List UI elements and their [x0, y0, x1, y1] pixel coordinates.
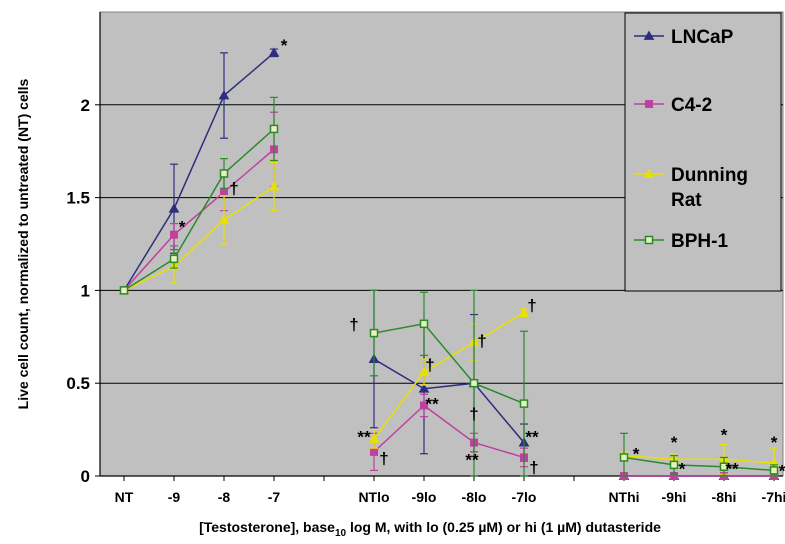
significance-marker: † [527, 296, 536, 315]
data-point [169, 254, 179, 264]
legend-label: Rat [671, 190, 702, 211]
series-bph-1 [119, 96, 779, 477]
data-point [170, 230, 178, 239]
x-axis-title: [Testosterone], base10 log M, with lo (0… [199, 519, 661, 539]
y-tick-label: 0 [81, 467, 90, 486]
significance-marker: † [469, 404, 478, 423]
series-line [373, 322, 525, 405]
data-point [469, 378, 479, 388]
series-line [123, 52, 275, 291]
legend-swatch-marker [645, 100, 653, 108]
x-axis-title-subscript: 10 [335, 528, 347, 539]
x-tick-label: -8hi [712, 489, 737, 505]
x-axis-title-main: [Testosterone], base [199, 519, 335, 535]
x-tick-label: -7hi [762, 489, 785, 505]
series-line [373, 358, 525, 444]
series-line [623, 454, 775, 464]
data-point [218, 214, 230, 224]
x-tick-label: -9 [168, 489, 181, 505]
significance-marker: ** [425, 394, 439, 413]
legend-swatch-marker [643, 30, 655, 40]
data-point [218, 90, 230, 100]
significance-marker: * [671, 433, 678, 452]
data-point [519, 399, 529, 408]
significance-marker: * [281, 36, 288, 55]
x-tick-label: -9hi [662, 489, 687, 505]
significance-marker: ** [725, 460, 739, 479]
legend-item-bph-1: BPH-1 [634, 231, 728, 252]
significance-marker: * [679, 460, 686, 479]
data-point [268, 47, 280, 57]
data-point [220, 188, 228, 197]
series-line [123, 148, 275, 291]
legend-label: BPH-1 [671, 231, 728, 252]
significance-marker: ** [357, 428, 371, 447]
data-point [370, 447, 378, 456]
significance-marker: † [529, 458, 538, 477]
significance-marker: * [179, 218, 186, 237]
legend-item-dunning-rat: Dunning Rat [634, 165, 748, 211]
significance-marker: * [721, 426, 728, 445]
x-tick-label: -7lo [512, 489, 537, 505]
data-point [268, 180, 280, 191]
series-line [373, 404, 525, 459]
x-tick-label: NT [115, 489, 134, 505]
data-point [420, 401, 428, 410]
x-tick-labels: NT -9 -8 -7 NTlo -9lo -8lo -7lo NThi -9hi -8hi -7hi [115, 489, 785, 505]
series-line [123, 185, 275, 292]
x-tick-label: NThi [608, 489, 639, 505]
annotations: **††**††**††**†**†******** [179, 36, 785, 481]
x-tick-label: -8lo [462, 489, 487, 505]
data-point [119, 286, 129, 295]
significance-marker: * [771, 433, 778, 452]
x-tick-label: NTlo [358, 489, 389, 505]
significance-marker: † [425, 355, 434, 374]
legend: LNCaP C4-2 Dunning Rat BPH-1 [624, 12, 782, 292]
y-axis-title: Live cell count, normalized to untreated… [15, 78, 31, 409]
legend-label: Dunning [671, 165, 748, 186]
significance-marker: ** [525, 428, 539, 447]
significance-marker: ** [465, 450, 479, 469]
data-point [368, 433, 380, 443]
y-tick-label: 0.5 [66, 374, 90, 393]
data-point [369, 328, 379, 338]
significance-marker: † [477, 331, 486, 350]
series-layer [118, 47, 780, 480]
data-point [419, 319, 429, 329]
data-point [168, 203, 180, 213]
legend-item-c4-2: C4-2 [634, 95, 712, 116]
significance-marker: † [229, 179, 238, 198]
significance-marker: * [779, 461, 785, 480]
data-point [719, 462, 729, 471]
data-point [669, 460, 679, 470]
significance-marker: * [633, 445, 640, 464]
significance-marker: † [379, 449, 388, 468]
legend-label: C4-2 [671, 95, 712, 116]
y-tick-labels: 0 0.5 1 1.5 2 [66, 96, 90, 486]
data-point [418, 383, 430, 393]
data-point [769, 466, 779, 475]
legend-swatch-marker [644, 235, 654, 245]
legend-box [624, 12, 782, 292]
series-line [623, 456, 775, 472]
x-axis-title-rest: log M, with lo (0.25 µM) or hi (1 µM) du… [346, 519, 661, 535]
data-point [518, 307, 530, 317]
data-point [619, 453, 629, 462]
y-tick-label: 1.5 [66, 189, 90, 208]
legend-item-lncap: LNCaP [634, 27, 734, 48]
significance-marker: † [349, 315, 358, 334]
y-tick-label: 1 [81, 281, 90, 300]
x-tick-label: -7 [268, 489, 281, 505]
legend-label: LNCaP [671, 27, 734, 48]
data-point [418, 366, 430, 376]
data-point [219, 169, 229, 178]
x-tick-label: -8 [218, 489, 231, 505]
y-tick-label: 2 [81, 96, 90, 115]
data-point [269, 124, 279, 134]
legend-swatch-marker [643, 168, 655, 178]
series-line [373, 312, 525, 440]
series-line [123, 128, 275, 292]
x-tick-label: -9lo [412, 489, 437, 505]
